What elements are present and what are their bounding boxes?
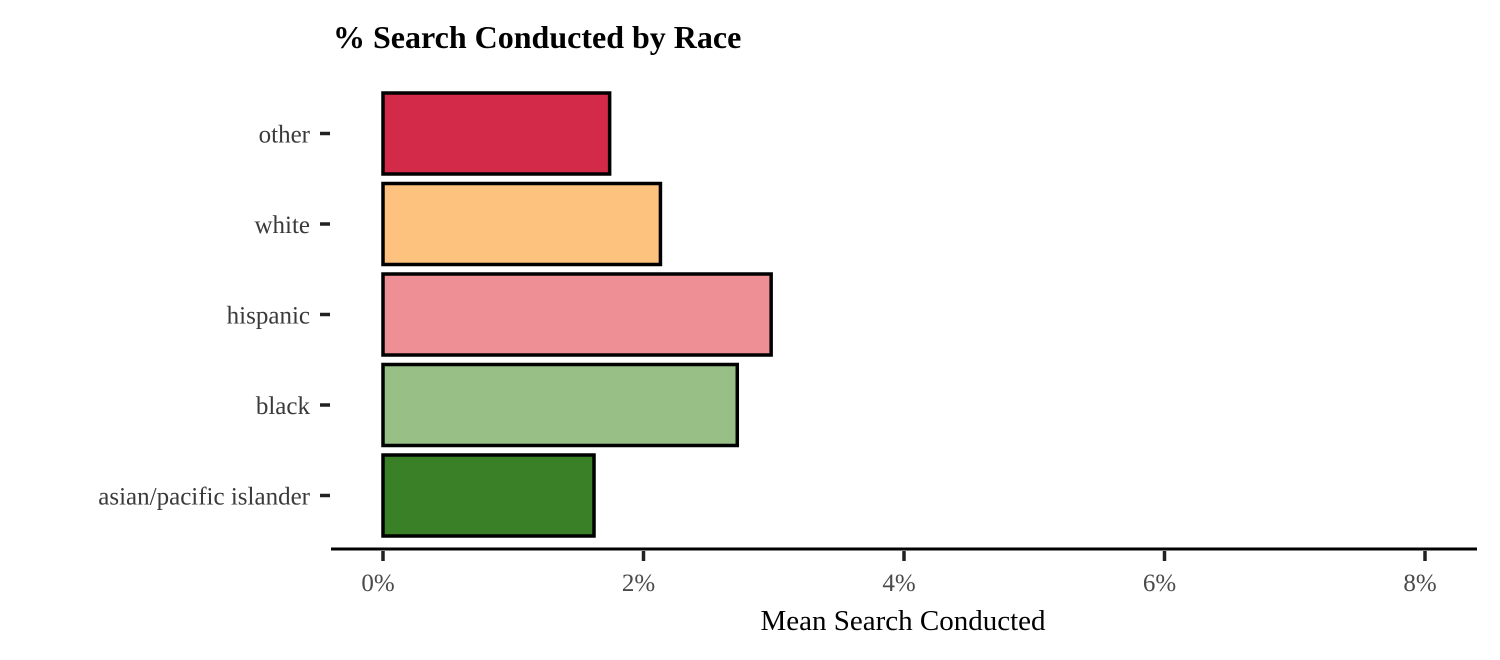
y-tick-label-white: white — [254, 212, 310, 239]
chart-title: % Search Conducted by Race — [333, 19, 741, 55]
y-axis-labels: other white hispanic black asian/pacific isl… — [98, 122, 330, 511]
x-tick-label: 2% — [622, 570, 655, 597]
y-tick-label-other: other — [259, 122, 311, 149]
bars-layer — [381, 91, 773, 538]
x-axis-title: Mean Search Conducted — [760, 605, 1046, 637]
x-tick-label: 8% — [1403, 570, 1436, 597]
bar-other — [381, 91, 612, 176]
bar-black — [381, 362, 740, 448]
y-tick-label-asian-pacific-islander: asian/pacific islander — [98, 484, 310, 511]
x-axis-ticks: 0% 2% 4% 6% 8% — [361, 551, 1437, 597]
x-tick-label: 4% — [882, 570, 915, 597]
y-tick-label-hispanic: hispanic — [227, 303, 310, 330]
y-tick-label-black: black — [256, 393, 311, 420]
x-tick-label: 6% — [1143, 570, 1176, 597]
bar-white — [381, 181, 663, 267]
bar-hispanic — [381, 272, 773, 357]
bar-asian-pacific-islander — [381, 453, 596, 538]
x-tick-label: 0% — [361, 570, 394, 597]
